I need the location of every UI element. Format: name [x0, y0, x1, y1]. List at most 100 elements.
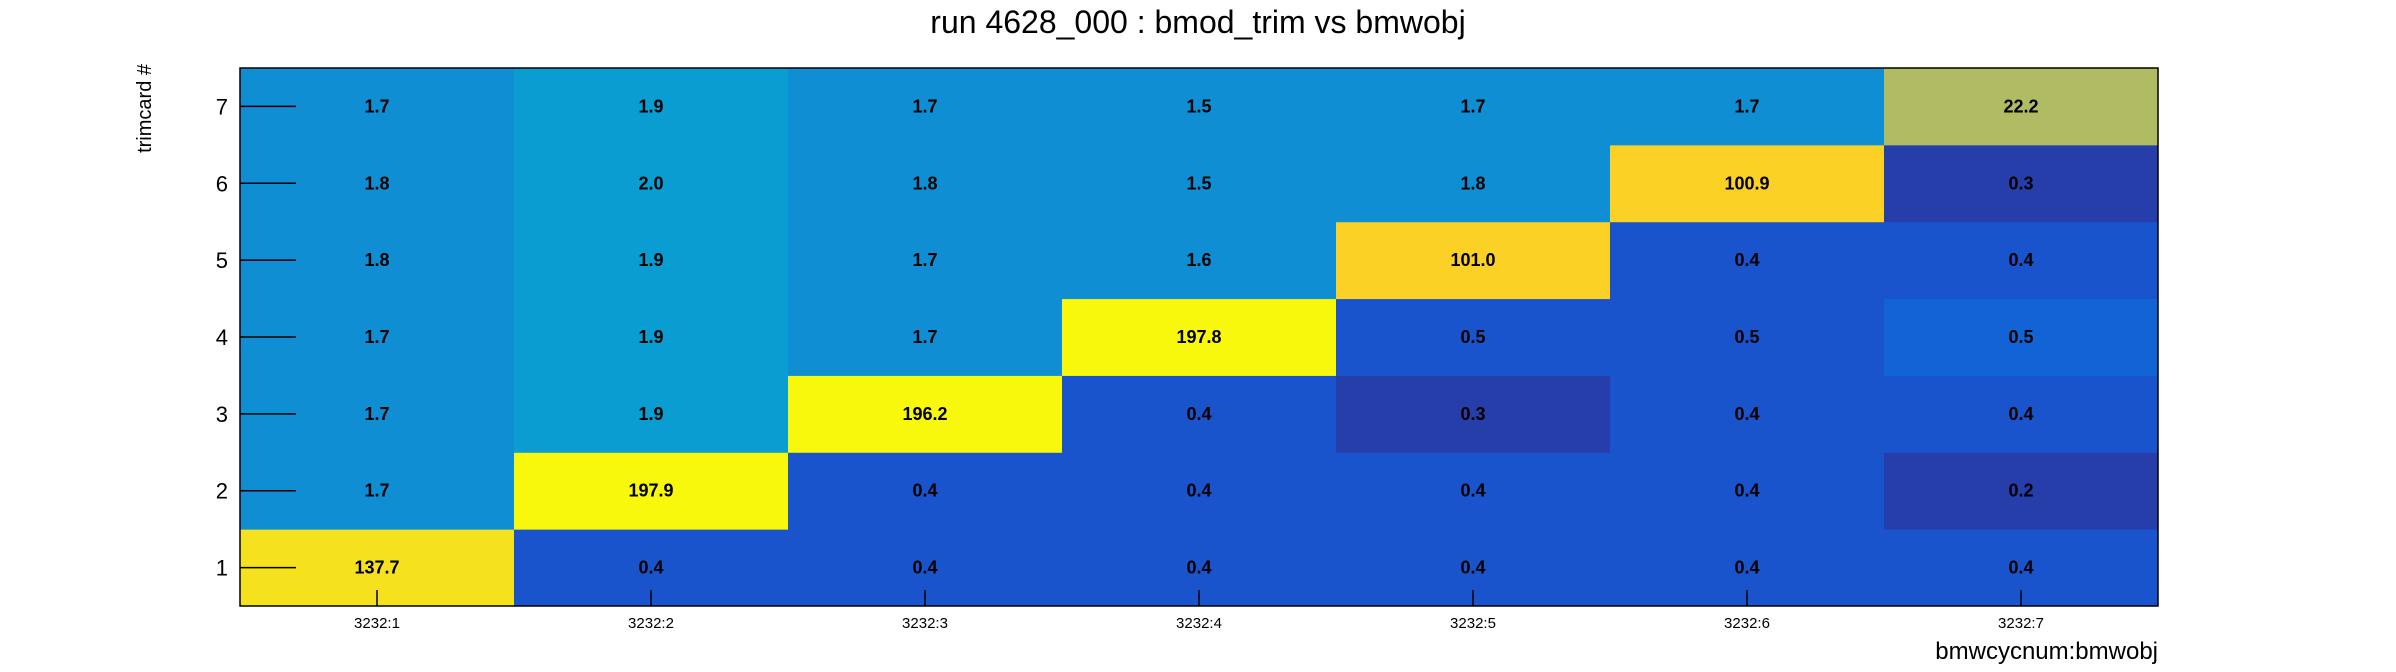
heatmap-cell: [1062, 221, 1337, 300]
cell-value-label: 0.4: [912, 558, 937, 578]
cell-value-label: 0.4: [1734, 481, 1759, 501]
cell-value-label: 1.8: [364, 250, 389, 270]
cell-value-label: 1.8: [912, 173, 937, 193]
x-tick-label: 3232:4: [1176, 615, 1222, 632]
heatmap-cell: [1884, 68, 2159, 146]
cell-value-label: 1.8: [1460, 173, 1485, 193]
cell-value-label: 1.7: [364, 327, 389, 347]
heatmap-cell: [1062, 298, 1337, 376]
cell-value-label: 0.4: [1734, 404, 1759, 424]
heatmap-cell: [514, 68, 789, 146]
y-axis-label: trimcard #: [134, 63, 156, 153]
cell-value-label: 197.8: [1176, 327, 1221, 347]
heatmap-cell: [514, 221, 789, 300]
heatmap-cell: [788, 68, 1063, 146]
cell-value-label: 0.5: [2008, 327, 2033, 347]
heatmap-cell: [514, 452, 789, 530]
cell-value-label: 0.3: [2008, 173, 2033, 193]
cell-value-label: 0.4: [2008, 558, 2033, 578]
cell-value-label: 1.7: [364, 404, 389, 424]
cell-value-label: 0.4: [1186, 481, 1211, 501]
y-tick-label: 6: [216, 171, 228, 196]
cell-value-label: 0.4: [2008, 250, 2033, 270]
heatmap-cells: [240, 68, 2159, 607]
cell-value-label: 2.0: [638, 173, 663, 193]
cell-value-label: 0.4: [1460, 481, 1485, 501]
cell-value-label: 1.7: [912, 327, 937, 347]
cell-value-label: 0.3: [1460, 404, 1485, 424]
cell-value-label: 1.6: [1186, 250, 1211, 270]
heatmap-cell: [1336, 68, 1611, 146]
y-tick-label: 4: [216, 325, 228, 350]
x-axis-label: bmwcycnum:bmwobj: [1935, 638, 2158, 665]
heatmap-cell: [1062, 452, 1337, 530]
x-tick-label: 3232:2: [628, 615, 674, 632]
heatmap-cell: [1610, 452, 1885, 530]
heatmap-cell: [1884, 221, 2159, 300]
heatmap-cell: [1610, 221, 1885, 300]
y-tick-label: 2: [216, 479, 228, 504]
heatmap-cell: [1884, 452, 2159, 530]
heatmap-cell: [1062, 375, 1337, 453]
y-tick-label: 1: [216, 556, 228, 581]
heatmap-cell: [788, 298, 1063, 376]
heatmap-cell: [1884, 298, 2159, 376]
heatmap-cell: [514, 298, 789, 376]
heatmap-cell: [1336, 144, 1611, 223]
y-tick-label: 3: [216, 402, 228, 427]
x-tick-label: 3232:3: [902, 615, 948, 632]
x-tick-label: 3232:6: [1724, 615, 1770, 632]
cell-value-label: 196.2: [902, 404, 947, 424]
cell-value-label: 1.9: [638, 327, 663, 347]
heatmap-cell: [1062, 144, 1337, 223]
cell-value-label: 0.4: [638, 558, 663, 578]
cell-value-label: 1.7: [1460, 96, 1485, 116]
cell-value-label: 0.4: [1734, 558, 1759, 578]
cell-value-label: 0.2: [2008, 481, 2033, 501]
cell-value-label: 1.7: [912, 96, 937, 116]
y-tick-label: 7: [216, 94, 228, 119]
chart-title: run 4628_000 : bmod_trim vs bmwobj: [930, 4, 1465, 40]
heatmap-cell: [1336, 298, 1611, 376]
cell-value-label: 1.7: [1734, 96, 1759, 116]
cell-value-label: 1.9: [638, 404, 663, 424]
cell-value-label: 0.4: [1186, 404, 1211, 424]
cell-value-labels: 137.7 0.4 0.4 0.4 0.4 0.4 0.4 1.7 197.9 0.4 0.4 0.4…: [354, 96, 2038, 577]
cell-value-label: 0.5: [1460, 327, 1485, 347]
heatmap-cell: [1610, 68, 1885, 146]
cell-value-label: 0.4: [1734, 250, 1759, 270]
cell-value-label: 100.9: [1724, 173, 1769, 193]
heatmap-cell: [788, 221, 1063, 300]
heatmap-cell: [514, 375, 789, 453]
heatmap-cell: [788, 452, 1063, 530]
heatmap-cell: [788, 144, 1063, 223]
cell-value-label: 137.7: [354, 558, 399, 578]
x-tick-label: 3232:5: [1450, 615, 1496, 632]
cell-value-label: 0.4: [2008, 404, 2033, 424]
cell-value-label: 0.4: [912, 481, 937, 501]
y-tick-label: 5: [216, 248, 228, 273]
heatmap-cell: [1336, 452, 1611, 530]
y-axis: 1 2 3 4 5 6 7: [216, 94, 296, 581]
cell-value-label: 1.9: [638, 96, 663, 116]
cell-value-label: 101.0: [1450, 250, 1495, 270]
heatmap-cell: [1336, 221, 1611, 300]
heatmap-cell: [1062, 68, 1337, 146]
heatmap-cell: [1884, 375, 2159, 453]
cell-value-label: 0.4: [1460, 558, 1485, 578]
cell-value-label: 1.7: [912, 250, 937, 270]
cell-value-label: 22.2: [2003, 96, 2038, 116]
x-tick-label: 3232:7: [1998, 615, 2044, 632]
heatmap-cell: [1610, 375, 1885, 453]
cell-value-label: 1.5: [1186, 173, 1211, 193]
cell-value-label: 197.9: [628, 481, 673, 501]
x-axis: 3232:1 3232:2 3232:3 3232:4 3232:5 3232:6 3232…: [354, 590, 2044, 632]
heatmap-cell: [1884, 144, 2159, 223]
heatmap-cell: [1610, 298, 1885, 376]
cell-value-label: 1.8: [364, 173, 389, 193]
cell-value-label: 0.4: [1186, 558, 1211, 578]
heatmap-cell: [1336, 375, 1611, 453]
heatmap-cell: [788, 375, 1063, 453]
heatmap-cell: [1610, 144, 1885, 223]
